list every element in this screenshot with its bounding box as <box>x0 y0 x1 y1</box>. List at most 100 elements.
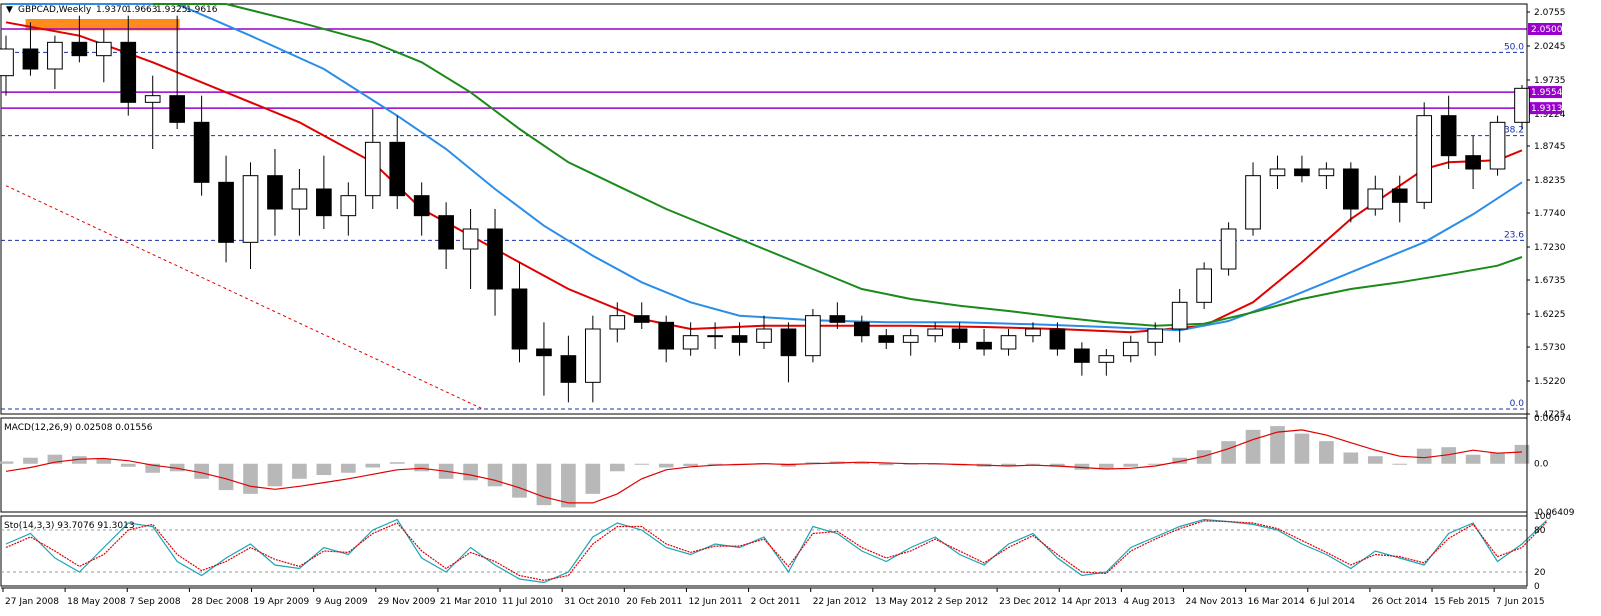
moving-average-line <box>6 3 1523 332</box>
candle-body <box>1049 328 1066 350</box>
time-tick-label: 19 Apr 2009 <box>254 597 310 607</box>
candle-body <box>218 181 234 243</box>
horizontal-level-label: 1.9313 <box>1531 104 1563 114</box>
macd-histogram-bar <box>1270 426 1285 464</box>
price-tick-label: 1.6225 <box>1534 310 1566 320</box>
candle-body <box>707 335 723 338</box>
candle-body <box>0 48 14 77</box>
candle-body <box>22 48 39 70</box>
price-tick-label: 1.7230 <box>1534 243 1566 253</box>
time-tick-label: 13 May 2012 <box>875 597 934 607</box>
macd-histogram-bar <box>1367 456 1383 464</box>
stochastic-tick-label: 20 <box>1534 568 1546 578</box>
collapse-arrow-icon[interactable]: ▼ <box>6 5 13 15</box>
price-tick-label: 1.5730 <box>1534 343 1566 353</box>
time-tick-label: 21 Mar 2010 <box>440 597 497 607</box>
macd-histogram-bar <box>1465 454 1481 464</box>
time-tick-label: 12 Jun 2011 <box>688 597 742 607</box>
candle-body <box>340 195 357 217</box>
candle-body <box>1147 328 1164 343</box>
chart-header: ▼ GBPCAD,Weekly 1.9370 1.9663 1.9325 1.9… <box>6 5 218 15</box>
supply-zone <box>25 19 180 31</box>
time-tick-label: 2 Oct 2011 <box>751 597 801 607</box>
macd-histogram-bar <box>1147 463 1163 465</box>
candle-body <box>1220 228 1237 270</box>
macd-histogram-bar <box>1294 433 1310 464</box>
candle-body <box>560 355 577 383</box>
macd-histogram-bar <box>1025 463 1041 465</box>
stochastic-tick-label: 0 <box>1534 582 1540 592</box>
time-tick-label: 4 Aug 2013 <box>1123 597 1175 607</box>
candle-body <box>364 141 381 197</box>
candle-body <box>242 175 259 243</box>
candle-body <box>609 315 626 330</box>
horizontal-level-tag <box>1528 23 1562 35</box>
chart-title: GBPCAD,Weekly <box>18 5 92 15</box>
macd-histogram-bar <box>1001 463 1016 466</box>
price-tick-label: 1.7740 <box>1534 209 1566 219</box>
candle-body <box>413 195 430 217</box>
candle-body <box>487 228 503 290</box>
time-tick-label: 7 Jun 2015 <box>1496 597 1544 607</box>
macd-histogram-bar <box>1074 463 1090 470</box>
candle-body <box>144 95 161 103</box>
stochastic-frame <box>0 515 1528 587</box>
macd-histogram-bar <box>316 463 332 476</box>
macd-histogram-bar <box>707 463 723 466</box>
macd-histogram-bar <box>96 459 112 464</box>
candle-body <box>1416 115 1433 203</box>
ohlc-close: 1.9616 <box>186 5 218 15</box>
price-panel: 2.0755 2.0245 1.9735 1.9224 1.8745 1.8235 1.77… <box>0 3 1566 420</box>
macd-label: MACD(12,26,9) 0.02508 0.01556 <box>4 423 153 433</box>
time-tick-label: 27 Jan 2008 <box>5 597 59 607</box>
candle-body <box>585 328 601 383</box>
candle-body <box>633 315 650 323</box>
price-tick-label: 1.9735 <box>1534 76 1566 86</box>
time-tick-label: 23 Dec 2012 <box>999 597 1057 607</box>
macd-histogram-bar <box>609 463 625 472</box>
candle-body <box>1245 175 1261 230</box>
candle-body <box>1098 355 1115 363</box>
ohlc-low: 1.9325 <box>156 5 188 15</box>
moving-average-line <box>5 21 1523 334</box>
time-tick-label: 28 Dec 2008 <box>191 597 249 607</box>
stochastic-main-line <box>5 518 1547 584</box>
candle-body <box>1465 155 1481 170</box>
macd-tick-label: -0.06409 <box>1534 508 1575 518</box>
macd-histogram-bar <box>1416 448 1432 464</box>
macd-histogram-bar <box>1490 452 1505 464</box>
fibonacci-level-label: 0.0 <box>1510 399 1525 409</box>
time-tick-label: 31 Oct 2010 <box>564 597 620 607</box>
candle-body <box>1269 168 1286 177</box>
time-tick-label: 7 Sep 2008 <box>129 597 181 607</box>
candle-body <box>756 328 772 343</box>
macd-histogram-bar <box>805 462 821 464</box>
candle-body <box>1025 328 1041 337</box>
stochastic-label: Sto(14,3,3) 93.7076 91.3013 <box>4 521 135 531</box>
moving-average-line <box>152 3 1523 327</box>
time-tick-label: 18 May 2008 <box>67 597 126 607</box>
macd-histogram-bar <box>1514 444 1530 464</box>
macd-histogram-bar <box>1098 463 1114 470</box>
candle-body <box>71 41 88 57</box>
fibonacci-level-label: 23.6 <box>1504 230 1524 240</box>
candle-body <box>462 228 479 250</box>
price-tick-label: 1.4725 <box>1534 410 1566 420</box>
time-axis: 27 Jan 2008 18 May 2008 7 Sep 2008 28 Dec 2… <box>1 4 1545 607</box>
stochastic-tick-label: 100 <box>1534 512 1551 522</box>
ohlc-open: 1.9370 <box>96 5 128 15</box>
stochastic-panel: 100 80 20 0 <box>0 512 1551 592</box>
time-tick-label: 14 Apr 2013 <box>1061 597 1117 607</box>
macd-panel: 0.06074 0.0 -0.06409 <box>0 414 1575 518</box>
macd-histogram-bar <box>781 463 796 467</box>
time-tick-label: 20 Feb 2011 <box>626 597 682 607</box>
macd-histogram-bar <box>463 463 478 481</box>
price-tick-label: 1.9224 <box>1534 110 1566 120</box>
macd-histogram-bar <box>292 463 307 479</box>
macd-histogram-bar <box>1441 447 1456 464</box>
candle-body <box>120 41 137 103</box>
time-tick-label: 26 Oct 2014 <box>1372 597 1428 607</box>
candle-body <box>1196 268 1212 303</box>
horizontal-level-label: 2.0500 <box>1531 25 1563 35</box>
macd-histogram-bar <box>267 463 283 487</box>
